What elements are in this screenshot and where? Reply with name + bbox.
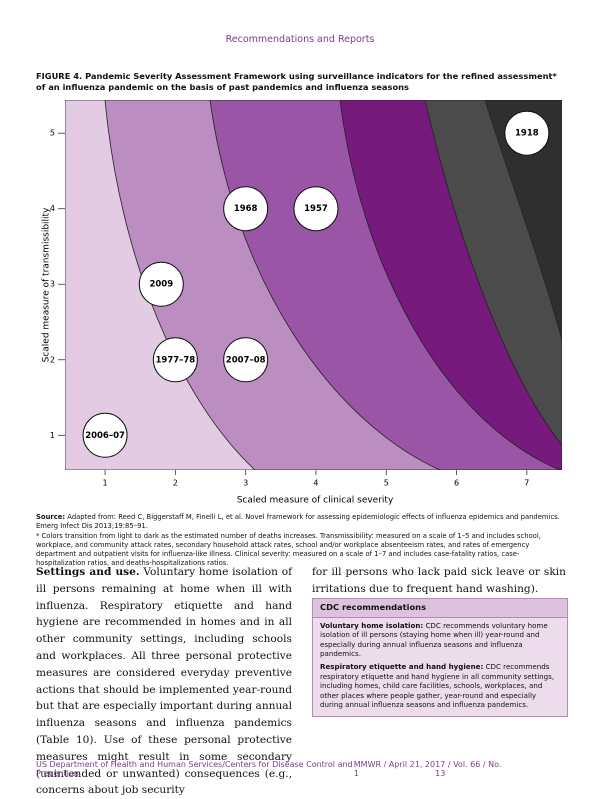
- season-point: [152, 337, 198, 383]
- box-item: Voluntary home isolation: CDC recommends…: [313, 618, 567, 659]
- x-tick-label: 2: [173, 479, 178, 488]
- season-point: [504, 110, 550, 156]
- right-column: for ill persons who lack paid sick leave…: [312, 564, 566, 598]
- y-tick-label: 5: [50, 129, 55, 138]
- recommendations-box: CDC recommendations Voluntary home isola…: [312, 598, 568, 717]
- box-item: Respiratory etiquette and hand hygiene: …: [313, 659, 567, 716]
- season-point: [82, 412, 128, 458]
- paragraph: for ill persons who lack paid sick leave…: [312, 566, 566, 595]
- box-title: CDC recommendations: [313, 599, 567, 618]
- page: Recommendations and Reports FIGURE 4. Pa…: [36, 34, 568, 797]
- x-tick-label: 7: [524, 479, 529, 488]
- point-label: 2006–07: [85, 431, 125, 441]
- point-label: 2007–08: [226, 355, 266, 365]
- point-label: 1968: [234, 204, 258, 214]
- x-tick-label: 3: [243, 479, 248, 488]
- figure-caption: FIGURE 4. Pandemic Severity Assessment F…: [36, 71, 566, 93]
- point-label: 1957: [304, 204, 328, 214]
- x-axis-label: Scaled measure of clinical severity: [237, 496, 394, 506]
- y-tick-label: 2: [50, 355, 55, 364]
- source: Source: Adapted from: Reed C, Biggerstaf…: [36, 513, 566, 532]
- footnote: * Colors transition from light to dark a…: [36, 531, 541, 568]
- source-label: Source:: [36, 513, 66, 521]
- x-tick-label: 4: [313, 479, 318, 488]
- x-tick-label: 1: [103, 479, 108, 488]
- footer: US Department of Health and Human Servic…: [36, 760, 566, 778]
- season-point: [293, 186, 339, 232]
- severity-bands: [65, 100, 562, 470]
- y-tick-label: 4: [50, 204, 55, 213]
- lead-in: Settings and use.: [36, 566, 140, 578]
- footer-right-group: MMWR / April 21, 2017 / Vol. 66 / No. 1 …: [354, 760, 566, 778]
- x-tick-label: 6: [454, 479, 459, 488]
- source-notes: Source: Adapted from: Reed C, Biggerstaf…: [36, 513, 566, 569]
- item-label: Respiratory etiquette and hand hygiene:: [320, 661, 484, 671]
- source-text: Adapted from: Reed C, Biggerstaff M, Fin…: [36, 513, 560, 531]
- figure-text: Pandemic Severity Assessment Framework u…: [36, 71, 557, 92]
- y-axis-label: Scaled measure of transmissibility: [42, 207, 52, 362]
- season-point: [223, 186, 269, 232]
- chart: Scaled measure of clinical severity Scal…: [42, 100, 562, 506]
- page-number: 13: [435, 769, 446, 778]
- season-point: [223, 337, 269, 383]
- point-label: 1918: [515, 129, 539, 139]
- footer-right: MMWR / April 21, 2017 / Vol. 66 / No. 1: [353, 760, 502, 778]
- figure-label: FIGURE 4.: [36, 71, 83, 81]
- y-tick-label: 3: [50, 280, 55, 289]
- item-label: Voluntary home isolation:: [320, 620, 424, 630]
- point-label: 2009: [149, 280, 173, 290]
- footer-left: US Department of Health and Human Servic…: [36, 760, 353, 778]
- season-point: [138, 261, 184, 307]
- item-text: CDC recommends voluntary home isolation …: [320, 620, 548, 659]
- item-text: CDC recommends respiratory etiquette and…: [320, 661, 555, 710]
- running-header: Recommendations and Reports: [225, 34, 375, 45]
- band: [65, 100, 256, 470]
- y-tick-label: 1: [50, 431, 55, 440]
- point-label: 1977–78: [155, 355, 195, 365]
- x-tick-label: 5: [384, 479, 389, 488]
